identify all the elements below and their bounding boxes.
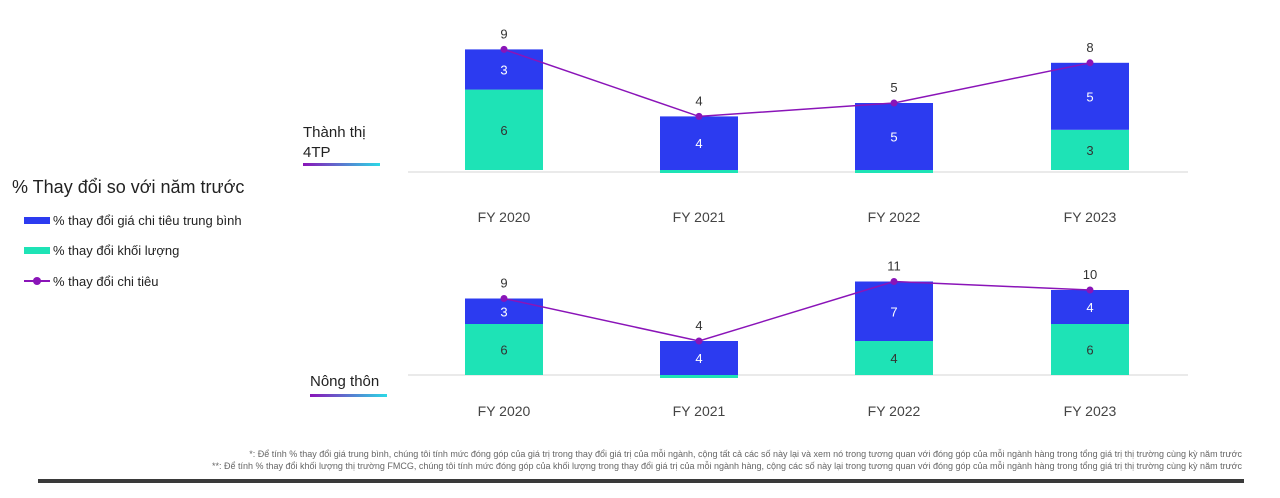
- legend-label-volume: % thay đổi khối lượng: [53, 242, 180, 258]
- legend-swatch-volume: [24, 246, 50, 254]
- bottom-rule: [38, 479, 1244, 483]
- tick-label-rural-2: FY 2022: [868, 403, 921, 419]
- tick-label-urban-3: FY 2023: [1064, 209, 1117, 225]
- data-label-spend-urban-2: 5: [890, 80, 897, 95]
- data-label-spend-urban-0: 9: [500, 26, 507, 41]
- panel-underline-rural: [310, 394, 387, 397]
- point-spend-urban-3: [1086, 59, 1094, 67]
- panel-underline-urban: [303, 163, 380, 166]
- data-label-spend-urban-3: 8: [1086, 40, 1093, 55]
- point-spend-rural-1: [695, 337, 703, 345]
- data-label-spend-rural-1: 4: [695, 318, 702, 333]
- data-label-price-rural-3: 4: [1086, 300, 1093, 315]
- point-spend-rural-0: [500, 295, 508, 302]
- data-label-volume-urban-0: 6: [500, 123, 507, 138]
- bar-price-rural-0: [465, 298, 543, 324]
- legend-item-price: % thay đổi giá chi tiêu trung bình: [24, 211, 242, 229]
- data-label-volume-rural-2: 4: [890, 351, 897, 366]
- panel-label-rural-line1: Nông thôn: [310, 373, 380, 390]
- tick-label-rural-1: FY 2021: [673, 403, 726, 419]
- data-label-volume-rural-0: 6: [500, 343, 507, 358]
- legend-label-spend: % thay đổi chi tiêu: [53, 273, 159, 289]
- bar-volume-rural-1: [660, 375, 738, 378]
- legend-item-volume: % thay đổi khối lượng: [24, 241, 179, 259]
- bar-price-urban-2: [855, 103, 933, 170]
- point-spend-urban-0: [500, 45, 508, 53]
- line-spend-rural: [503, 280, 1091, 342]
- bar-price-urban-3: [1051, 62, 1129, 130]
- bar-volume-urban-0: [465, 89, 543, 170]
- bar-volume-urban-2: [855, 170, 933, 173]
- tick-label-urban-1: FY 2021: [673, 209, 726, 225]
- data-label-spend-urban-1: 4: [695, 93, 702, 108]
- tick-label-rural-0: FY 2020: [478, 403, 531, 419]
- point-spend-urban-2: [890, 99, 898, 107]
- bar-price-rural-1: [660, 341, 738, 375]
- legend-swatch-spend: [24, 277, 50, 285]
- data-label-spend-rural-3: 10: [1083, 267, 1097, 282]
- bar-price-urban-0: [465, 49, 543, 90]
- bar-volume-rural-0: [465, 324, 543, 375]
- tick-label-rural-3: FY 2023: [1064, 403, 1117, 419]
- line-spend-urban: [503, 48, 1091, 118]
- bar-volume-urban-3: [1051, 129, 1129, 170]
- legend-label-price: % thay đổi giá chi tiêu trung bình: [53, 212, 242, 228]
- bar-volume-urban-1: [660, 170, 738, 173]
- data-label-price-rural-2: 7: [890, 304, 897, 319]
- bar-price-rural-3: [1051, 290, 1129, 324]
- data-label-price-urban-0: 3: [500, 63, 507, 78]
- data-label-spend-rural-2: 11: [887, 259, 901, 274]
- point-spend-rural-3: [1086, 286, 1094, 294]
- data-label-price-urban-1: 4: [695, 136, 702, 151]
- bar-price-rural-2: [855, 281, 933, 341]
- legend-swatch-price: [24, 216, 50, 224]
- bar-volume-rural-2: [855, 341, 933, 375]
- data-label-price-rural-0: 3: [500, 304, 507, 319]
- data-label-price-rural-1: 4: [695, 351, 702, 366]
- footnote-2: **: Để tính % thay đổi khối lượng thị tr…: [211, 461, 1242, 471]
- panel-label-urban-line2: 4TP: [303, 144, 331, 161]
- point-spend-rural-2: [890, 278, 898, 285]
- panel-label-rural: Nông thôn: [310, 372, 379, 392]
- tick-label-urban-2: FY 2022: [868, 209, 921, 225]
- legend-item-spend: % thay đổi chi tiêu: [24, 272, 159, 290]
- panel-label-urban-line1: Thành thị: [303, 124, 366, 141]
- data-label-price-urban-3: 5: [1086, 89, 1093, 104]
- data-label-volume-urban-3: 3: [1086, 143, 1093, 158]
- panel-label-urban: Thành thị 4TP: [303, 123, 366, 163]
- data-label-spend-rural-0: 9: [500, 276, 507, 291]
- point-spend-urban-1: [695, 112, 703, 120]
- tick-label-urban-0: FY 2020: [478, 209, 531, 225]
- footnote-1: *: Để tính % thay đổi giá trung bình, ch…: [249, 449, 1242, 459]
- data-label-price-urban-2: 5: [890, 130, 897, 145]
- bar-volume-rural-3: [1051, 324, 1129, 375]
- bar-price-urban-1: [660, 116, 738, 170]
- legend-title: % Thay đổi so với năm trước: [12, 177, 245, 197]
- data-label-volume-rural-3: 6: [1086, 343, 1093, 358]
